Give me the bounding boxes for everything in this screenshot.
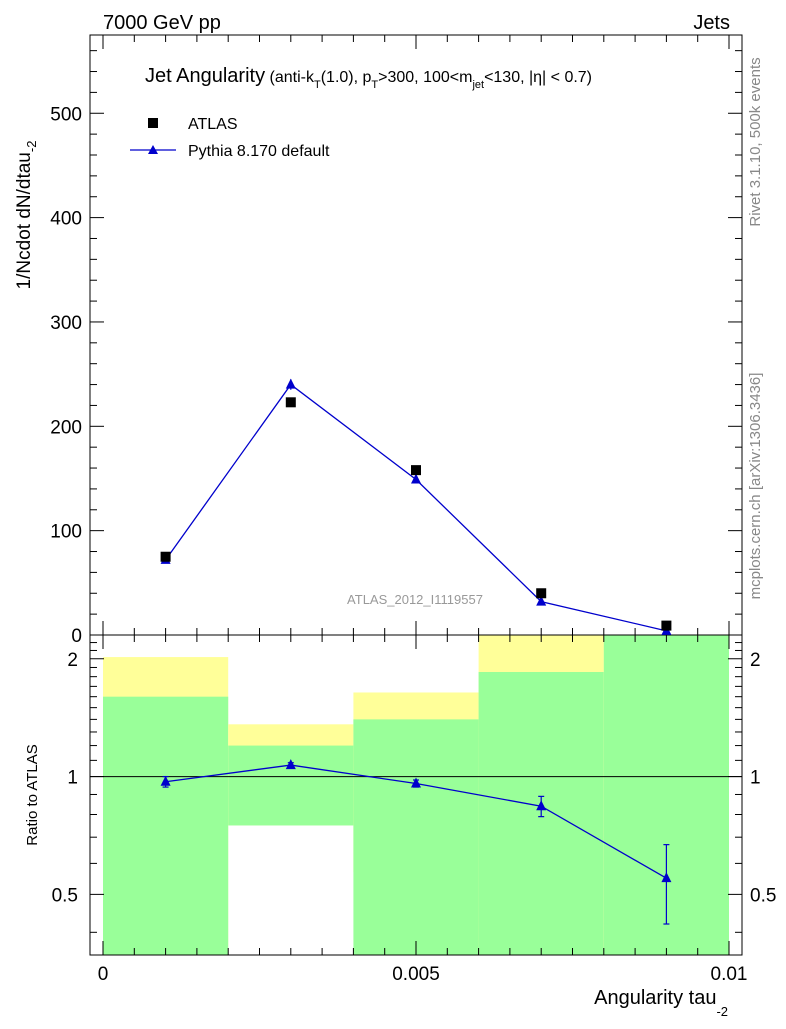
ratio-axis-ticks: 0.5 0.5 1 1 2 2 0 0.005 0.01 xyxy=(52,635,776,985)
main-y-tick-label: 500 xyxy=(50,104,82,125)
ratio-band-inner xyxy=(228,745,354,826)
atlas-point xyxy=(285,397,296,408)
pythia-point xyxy=(411,473,421,484)
title-part-2: (1.0), p xyxy=(321,69,372,86)
ratio-pythia-point xyxy=(160,775,171,786)
main-y-axis-label-sub: -2 xyxy=(24,141,39,153)
title-main: Jet Angularity xyxy=(145,65,265,87)
mcplots-label: mcplots.cern.ch [arXiv:1306.3436] xyxy=(747,373,764,600)
ratio-plot-marks xyxy=(160,759,672,925)
atlas-point xyxy=(536,588,547,599)
atlas-point xyxy=(411,465,421,476)
atlas-point xyxy=(661,620,672,631)
header-left: 7000 GeV pp xyxy=(103,12,221,34)
x-tick-label: 0.005 xyxy=(392,964,440,985)
pythia-point xyxy=(285,378,296,389)
title-part-3: >300, 100<m xyxy=(378,69,472,86)
main-y-tick-label: 400 xyxy=(50,209,82,230)
title-part-1: (anti-k xyxy=(265,69,315,86)
x-tick-label: 0.01 xyxy=(711,964,748,985)
title-sub-3: jet xyxy=(471,79,484,91)
x-tick-label: 0 xyxy=(98,964,109,985)
ratio-y-tick-label: 1 xyxy=(67,768,78,789)
ratio-band-inner xyxy=(103,696,229,955)
legend-marker-atlas xyxy=(148,118,158,128)
analysis-watermark: ATLAS_2012_I1119557 xyxy=(347,592,483,607)
ratio-pythia-point xyxy=(536,800,547,811)
ratio-y-tick-label-right: 0.5 xyxy=(750,885,776,906)
ratio-y-tick-label: 2 xyxy=(67,650,78,671)
rivet-label: Rivet 3.1.10, 500k events xyxy=(747,57,764,226)
ratio-y-axis-label: Ratio to ATLAS xyxy=(24,744,41,845)
main-axis-ticks: 0 100 200 300 400 500 xyxy=(50,35,742,647)
ratio-pythia-point xyxy=(661,872,672,883)
main-y-tick-label: 0 xyxy=(71,626,82,647)
main-y-axis-label: 1/Ncdot dN/dtau-2 xyxy=(14,141,39,290)
ratio-bands xyxy=(103,635,729,955)
title-sub-2: T xyxy=(371,79,378,91)
legend-label-atlas: ATLAS xyxy=(188,116,238,133)
pythia-point xyxy=(536,595,547,606)
main-y-tick-label: 100 xyxy=(50,522,82,543)
main-plot-marks xyxy=(160,378,672,635)
atlas-point xyxy=(160,551,171,562)
x-axis-label: Angularity tau-2 xyxy=(594,987,728,1019)
main-y-tick-label: 200 xyxy=(50,417,82,438)
main-y-tick-label: 300 xyxy=(50,313,82,334)
header-right: Jets xyxy=(693,12,730,34)
ratio-y-tick-label-right: 1 xyxy=(750,768,761,789)
main-y-axis-label-text: 1/Ncdot dN/dtau xyxy=(14,152,35,289)
title-part-4: <130, |η| < 0.7) xyxy=(484,69,592,86)
plot-title: Jet Angularity (anti-kT(1.0), pT>300, 10… xyxy=(145,65,592,91)
title-sub-1: T xyxy=(314,79,321,91)
ratio-band-inner xyxy=(353,719,479,955)
ratio-pythia-point xyxy=(411,777,421,788)
x-axis-label-text: Angularity tau xyxy=(594,987,716,1009)
ratio-y-tick-label-right: 2 xyxy=(750,650,761,671)
ratio-y-tick-label: 0.5 xyxy=(52,885,78,906)
x-axis-label-sub: -2 xyxy=(716,1004,728,1019)
legend-marker-pythia xyxy=(148,145,158,154)
ratio-pythia-point xyxy=(285,759,296,770)
legend-label-pythia: Pythia 8.170 default xyxy=(188,143,330,160)
